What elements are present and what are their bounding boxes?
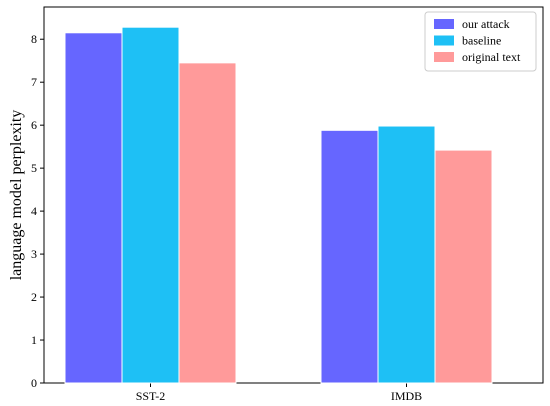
y-tick-label: 0 bbox=[31, 376, 37, 390]
y-tick-label: 4 bbox=[31, 204, 37, 218]
y-tick-label: 7 bbox=[31, 75, 37, 89]
legend-entry-label: our attack bbox=[462, 17, 510, 31]
y-tick-label: 1 bbox=[31, 333, 37, 347]
y-tick-label: 2 bbox=[31, 290, 37, 304]
y-tick-label: 5 bbox=[31, 161, 37, 175]
plot-area bbox=[43, 6, 544, 384]
y-axis: 0 1 2 3 4 5 6 7 8 bbox=[31, 32, 44, 390]
bar-our-attack-imdb bbox=[320, 129, 379, 384]
bar-baseline-imdb bbox=[377, 125, 436, 384]
y-tick-label: 6 bbox=[31, 118, 37, 132]
plot-frame bbox=[43, 6, 544, 384]
legend-entry-label: baseline bbox=[462, 34, 501, 48]
x-tick-label: IMDB bbox=[391, 389, 422, 403]
legend-swatch bbox=[434, 35, 454, 46]
y-tick-label: 3 bbox=[31, 247, 37, 261]
bar-original-text-imdb bbox=[434, 149, 493, 384]
x-axis: SST-2 IMDB bbox=[136, 383, 422, 403]
bar-our-attack-sst-2 bbox=[64, 32, 123, 384]
x-tick-label: SST-2 bbox=[136, 389, 166, 403]
y-axis-title: language model perplexity bbox=[8, 110, 25, 281]
legend-entry-label: original text bbox=[462, 50, 521, 64]
bar-baseline-sst-2 bbox=[121, 26, 180, 384]
legend: our attack baseline original text bbox=[424, 11, 537, 72]
legend-swatch bbox=[434, 19, 454, 29]
legend-swatch bbox=[434, 52, 454, 62]
bars bbox=[64, 26, 493, 384]
bar-original-text-sst-2 bbox=[178, 62, 237, 384]
y-tick-label: 8 bbox=[31, 32, 37, 46]
